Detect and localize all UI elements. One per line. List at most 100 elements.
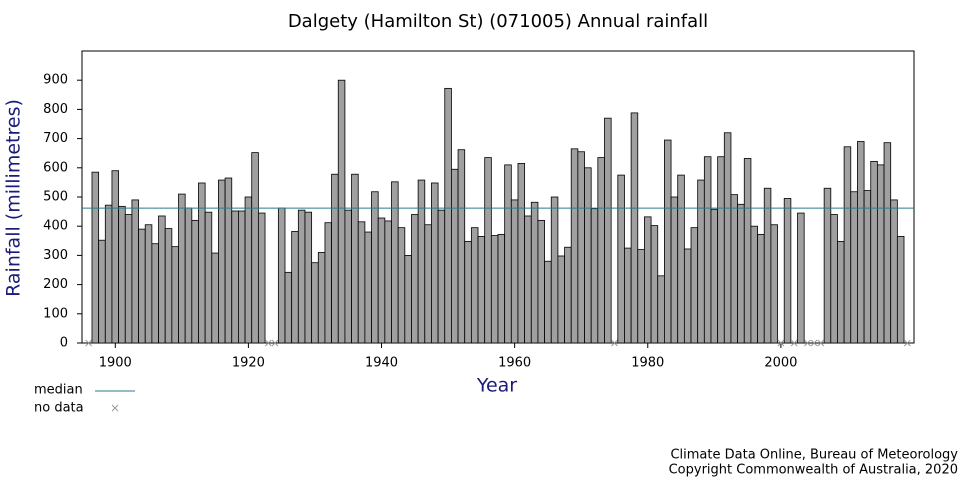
no-data-marker <box>817 339 825 347</box>
bar <box>637 249 645 344</box>
no-data-marker <box>804 339 811 347</box>
bar <box>530 201 539 344</box>
bar <box>510 199 519 344</box>
bar <box>590 208 599 344</box>
bar <box>730 194 739 344</box>
bar <box>118 205 126 344</box>
bar <box>417 179 426 344</box>
bar <box>211 252 219 344</box>
legend-swatch <box>111 404 119 412</box>
bar <box>504 164 512 344</box>
no-data-marker <box>611 339 618 347</box>
bar <box>304 211 313 344</box>
bar <box>297 209 306 344</box>
no-data-marker <box>85 339 93 347</box>
bar <box>284 271 293 344</box>
bar <box>377 217 386 344</box>
bar <box>630 112 639 344</box>
legend-label: median <box>34 383 83 398</box>
bar <box>717 156 725 344</box>
bar <box>863 190 872 344</box>
bar <box>883 142 892 344</box>
bar <box>158 215 166 344</box>
bar <box>557 255 565 344</box>
y-tick-label: 600 <box>43 160 68 175</box>
y-tick-label: 100 <box>43 306 68 321</box>
bar <box>457 149 466 344</box>
bar <box>198 182 206 344</box>
bar <box>797 212 805 344</box>
bar <box>876 164 885 344</box>
no-data-marker <box>271 339 279 347</box>
bar <box>351 173 359 344</box>
bar <box>91 171 100 344</box>
y-tick-label: 500 <box>43 190 68 205</box>
x-tick-label: 1900 <box>99 356 132 371</box>
bar <box>317 252 326 344</box>
bar <box>470 227 479 344</box>
footer-text: Climate Data Online, Bureau of Meteorolo… <box>670 448 958 463</box>
bar <box>544 260 552 344</box>
bar <box>570 148 579 344</box>
bar <box>743 158 752 344</box>
bar <box>617 174 625 344</box>
x-tick-label: 2000 <box>764 356 797 371</box>
bar <box>311 262 319 344</box>
y-tick-label: 0 <box>60 336 68 351</box>
bar <box>451 168 459 344</box>
bar <box>131 199 139 344</box>
bar <box>164 228 173 344</box>
bar <box>337 79 346 344</box>
bar <box>431 182 439 344</box>
y-tick-label: 700 <box>43 131 68 146</box>
no-data-marker <box>265 339 272 347</box>
no-data-marker <box>777 339 785 347</box>
bar <box>191 219 199 344</box>
bar <box>710 208 719 344</box>
bar <box>843 146 852 344</box>
bar <box>124 214 133 344</box>
x-axis-label: Year <box>476 375 517 397</box>
bar <box>823 187 832 344</box>
bar <box>890 199 898 344</box>
bar <box>204 211 213 344</box>
bar <box>218 179 226 344</box>
bar <box>750 225 758 344</box>
y-tick-label: 200 <box>43 277 68 292</box>
bar <box>703 156 712 344</box>
bar <box>490 235 499 344</box>
bar <box>664 139 672 344</box>
legend-label: no data <box>34 401 84 416</box>
bar <box>524 215 532 344</box>
bar <box>896 236 905 344</box>
bar <box>690 227 699 344</box>
bar <box>144 224 153 344</box>
bar <box>757 233 765 344</box>
bar <box>404 254 412 344</box>
bar <box>324 222 333 344</box>
bar <box>357 221 366 344</box>
bar <box>291 231 299 344</box>
bar <box>437 209 446 344</box>
bar <box>277 207 286 344</box>
bar <box>657 275 665 344</box>
no-data-marker <box>810 339 818 347</box>
bar <box>231 210 239 344</box>
bar <box>98 239 106 344</box>
bar <box>670 196 679 344</box>
bar <box>257 212 266 344</box>
bar <box>477 236 486 344</box>
bar <box>624 247 632 344</box>
bar <box>251 152 259 344</box>
bar <box>830 214 838 344</box>
bar <box>411 214 419 344</box>
bar <box>644 216 652 344</box>
bar <box>331 173 339 344</box>
bar <box>364 231 372 344</box>
bar <box>138 228 146 344</box>
bar <box>857 141 865 344</box>
x-tick-label: 1980 <box>631 356 664 371</box>
bar <box>677 174 685 344</box>
bar <box>597 157 605 344</box>
